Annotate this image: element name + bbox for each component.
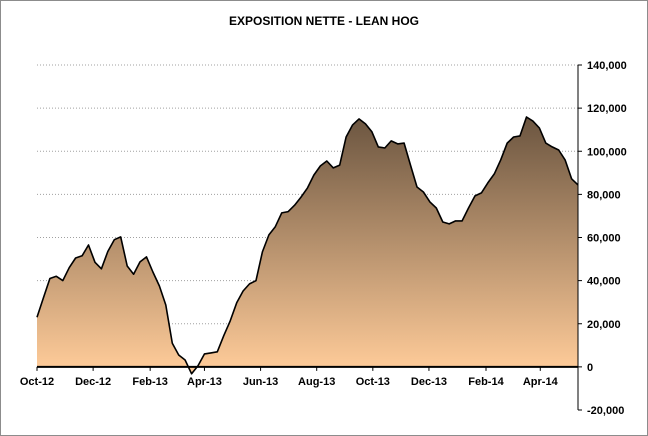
area-fill xyxy=(37,117,578,374)
x-tick-label: Oct-13 xyxy=(356,376,390,388)
series-line xyxy=(36,116,579,375)
x-tick-label: Apr-13 xyxy=(187,376,222,388)
x-tick-label: Apr-14 xyxy=(523,376,559,388)
y-tick-label: 80,000 xyxy=(587,189,621,201)
x-tick-label: Aug-13 xyxy=(298,376,335,388)
x-tick-label: Oct-12 xyxy=(20,376,54,388)
y-tick-label: 100,000 xyxy=(587,146,627,158)
y-tick-labels: -20,000 0 20,000 40,000 60,000 80,000 100,000 1… xyxy=(587,60,627,417)
y-tick-label: 140,000 xyxy=(587,60,627,72)
y-tick-label: 60,000 xyxy=(587,233,621,245)
series-area xyxy=(36,116,579,375)
x-tick-label: Feb-13 xyxy=(132,376,167,388)
y-tick-label: 40,000 xyxy=(587,276,621,288)
y-tick-label: -20,000 xyxy=(587,405,624,417)
axes xyxy=(36,64,582,411)
y-tick-label: 0 xyxy=(587,362,593,374)
x-tick-label: Dec-12 xyxy=(75,376,111,388)
x-tick-labels: Oct-12 Dec-12 Feb-13 Apr-13 Jun-13 Aug-13 Oct-… xyxy=(20,376,559,388)
y-tick-label: 120,000 xyxy=(587,103,627,115)
x-tick-label: Dec-13 xyxy=(411,376,447,388)
y-tick-label: 20,000 xyxy=(587,319,621,331)
x-tick-label: Feb-14 xyxy=(468,376,504,388)
x-tick-label: Jun-13 xyxy=(243,376,278,388)
chart-title: EXPOSITION NETTE - LEAN HOG xyxy=(228,14,419,28)
